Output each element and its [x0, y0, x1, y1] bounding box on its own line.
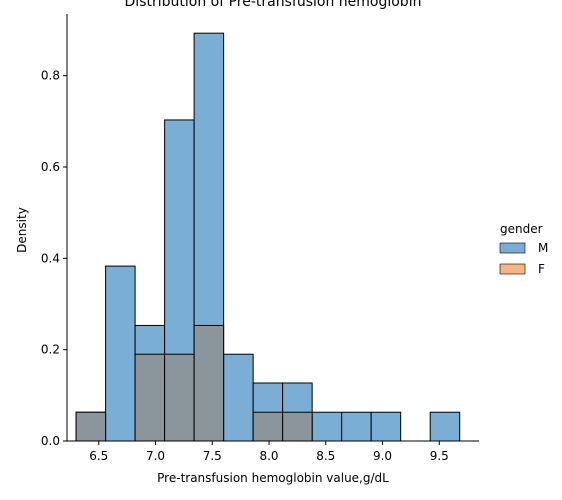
x-tick-label: 8.0: [259, 449, 278, 463]
legend-items: MF: [499, 241, 548, 276]
legend-label-F: F: [538, 262, 545, 276]
bar-F-7: [282, 411, 313, 442]
x-tick-label: 9.5: [430, 449, 449, 463]
x-tick-label: 6.5: [89, 449, 108, 463]
bar-M-5: [223, 353, 254, 442]
bar-M-12: [429, 411, 461, 442]
y-tick-label: 0.4: [41, 251, 60, 265]
y-axis-label: Density: [15, 207, 29, 253]
y-tick-label: 0.0: [41, 434, 60, 448]
y-tick-label: 0.2: [41, 343, 60, 357]
x-tick-label: 7.0: [146, 449, 165, 463]
bar-M-8: [311, 411, 343, 442]
x-axis-label: Pre-transfusion hemoglobin value,g/dL: [157, 471, 389, 485]
chart-title: Distribution of Pre-transfusion hemoglob…: [125, 0, 422, 10]
x-tick-label: 9.0: [373, 449, 392, 463]
bar-M-9: [341, 411, 372, 442]
bar-F-4: [193, 324, 225, 442]
legend-title: gender: [500, 222, 543, 236]
bar-M-10: [370, 411, 402, 442]
x-tick-label: 7.5: [203, 449, 222, 463]
legend-label-M: M: [538, 241, 548, 255]
x-tick-label: 8.5: [316, 449, 335, 463]
bar-F-2: [134, 353, 166, 442]
legend-swatch-F: [499, 263, 526, 275]
bar-F-0: [75, 411, 107, 442]
bars-layer: [75, 32, 461, 442]
bar-M-1: [105, 265, 136, 442]
y-axis-ticks: 0.0 0.2 0.4 0.6 0.8: [41, 69, 67, 448]
legend-swatch-M: [499, 242, 526, 254]
x-axis-ticks: 6.5 7.0 7.5 8.0 8.5 9.0 9.5: [89, 441, 449, 463]
y-tick-label: 0.8: [41, 69, 60, 83]
y-tick-label: 0.6: [41, 160, 60, 174]
bar-F-6: [252, 411, 284, 442]
bar-F-3: [164, 353, 195, 442]
legend: gender MF: [499, 222, 548, 276]
